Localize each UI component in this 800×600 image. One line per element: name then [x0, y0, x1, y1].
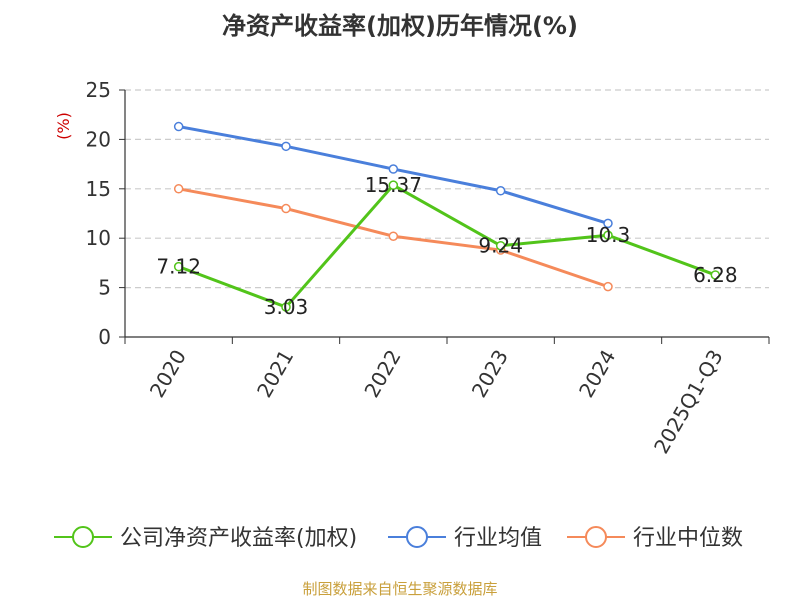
x-tick-label: 2023 — [467, 345, 513, 401]
x-tick-label: 2021 — [252, 346, 298, 402]
data-point — [281, 302, 291, 312]
data-labels: 7.12 3.03 15.37 9.24 10.3 6.28 — [156, 173, 737, 319]
x-tick-label: 2022 — [359, 346, 405, 402]
data-point — [710, 270, 721, 280]
data-point — [281, 141, 291, 152]
data-label: 3.03 — [264, 295, 309, 319]
legend-item-label[interactable]: 公司净资产收益率(加权) — [120, 526, 357, 551]
legend[interactable]: 公司净资产收益率(加权) 行业均值 行业中位数 — [54, 526, 743, 551]
data-point — [603, 281, 613, 292]
y-tick-label: 25 — [86, 78, 111, 102]
legend-item-label[interactable]: 行业中位数 — [633, 526, 743, 551]
gridlines — [125, 89, 769, 289]
x-tick-label: 2020 — [145, 346, 191, 402]
legend-item-label[interactable]: 行业均值 — [454, 526, 542, 551]
y-tick-label: 0 — [98, 325, 111, 349]
data-label: 6.28 — [693, 263, 738, 287]
y-tick-label: 5 — [98, 276, 111, 300]
x-tick-label: 2024 — [574, 346, 620, 402]
data-point — [388, 164, 399, 174]
data-point — [603, 230, 613, 240]
data-label: 9.24 — [478, 234, 523, 258]
data-point — [173, 184, 184, 194]
data-label: 10.3 — [586, 223, 631, 247]
y-tick-label: 15 — [86, 177, 111, 201]
chart-title: 净资产收益率(加权)历年情况(%) — [222, 12, 578, 40]
legend-marker — [72, 526, 94, 548]
legend-marker — [406, 526, 428, 548]
data-point — [388, 180, 399, 190]
y-tick-label: 20 — [86, 127, 111, 151]
data-label: 15.37 — [365, 173, 422, 197]
y-tick-label: 10 — [86, 226, 111, 250]
data-point — [173, 121, 184, 132]
series — [173, 121, 721, 312]
series-line — [178, 183, 716, 309]
data-point — [495, 240, 506, 251]
legend-marker — [585, 526, 607, 548]
source-note: 制图数据来自恒生聚源数据库 — [302, 580, 498, 598]
x-tick-label: 2025Q1-Q3 — [649, 346, 728, 458]
y-axis-label: (%) — [54, 112, 73, 140]
data-point — [495, 186, 506, 196]
data-point — [173, 261, 184, 272]
data-point — [603, 218, 613, 229]
data-point — [388, 231, 399, 241]
data-point — [281, 203, 291, 214]
data-label: 7.12 — [156, 255, 201, 279]
